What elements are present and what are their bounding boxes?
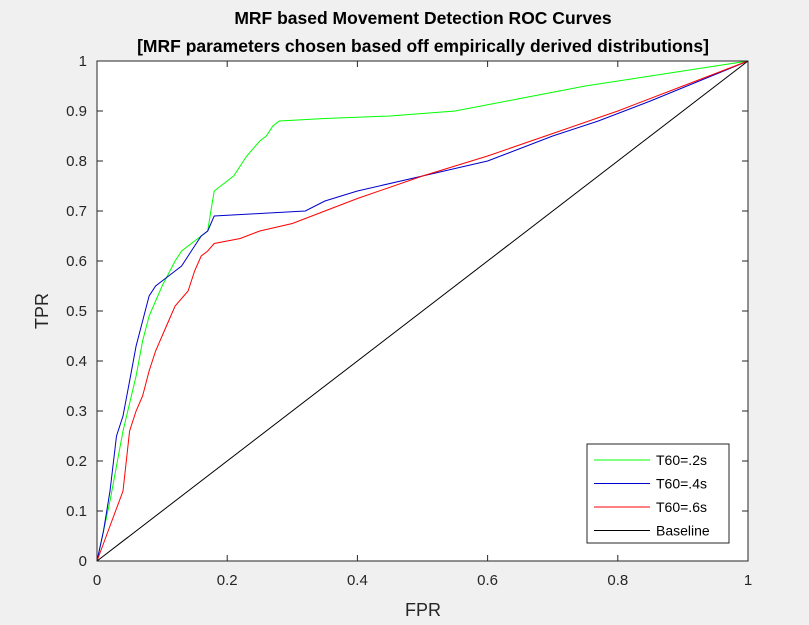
y-tick-label: 0.6: [66, 253, 87, 270]
legend-label-t60-2s: T60=.2s: [656, 452, 707, 468]
x-tick-label: 0.8: [607, 572, 628, 589]
x-tick-label: 1: [744, 572, 752, 589]
x-tick-label: 0.4: [347, 572, 368, 589]
x-tick-label: 0: [93, 572, 101, 589]
y-tick-label: 0.2: [66, 453, 87, 470]
y-axis-label: TPR: [32, 293, 52, 329]
x-axis: 0 0.2 0.4 0.6 0.8 1: [93, 61, 752, 589]
series-line-t60-6s: [96, 60, 749, 562]
y-tick-label: 0: [79, 553, 87, 570]
chart-title: MRF based Movement Detection ROC Curves: [234, 8, 612, 28]
series-line-t60-2s: [96, 60, 749, 562]
y-tick-label: 0.4: [66, 353, 87, 370]
x-tick-label: 0.6: [477, 572, 498, 589]
legend-label-t60-4s: T60=.4s: [656, 476, 707, 492]
legend-label-baseline: Baseline: [656, 523, 710, 539]
y-tick-label: 1: [79, 53, 87, 70]
chart-subtitle: [MRF parameters chosen based off empiric…: [137, 36, 709, 56]
legend: T60=.2s T60=.4s T60=.6s Baseline: [586, 443, 730, 544]
y-tick-label: 0.8: [66, 153, 87, 170]
y-tick-label: 0.9: [66, 103, 87, 120]
y-tick-label: 0.7: [66, 203, 87, 220]
y-tick-label: 0.1: [66, 503, 87, 520]
series-line-t60-4s: [96, 60, 749, 562]
x-axis-label: FPR: [405, 600, 441, 620]
series-layer: [96, 60, 749, 562]
y-tick-label: 0.5: [66, 303, 87, 320]
y-tick-label: 0.3: [66, 403, 87, 420]
y-axis: 0 0.1 0.2 0.3 0.4 0.5 0.6 0.7 0.8 0.9 1: [66, 53, 748, 570]
legend-label-t60-6s: T60=.6s: [656, 499, 707, 515]
series-line-baseline: [96, 60, 749, 562]
x-tick-label: 0.2: [217, 572, 238, 589]
